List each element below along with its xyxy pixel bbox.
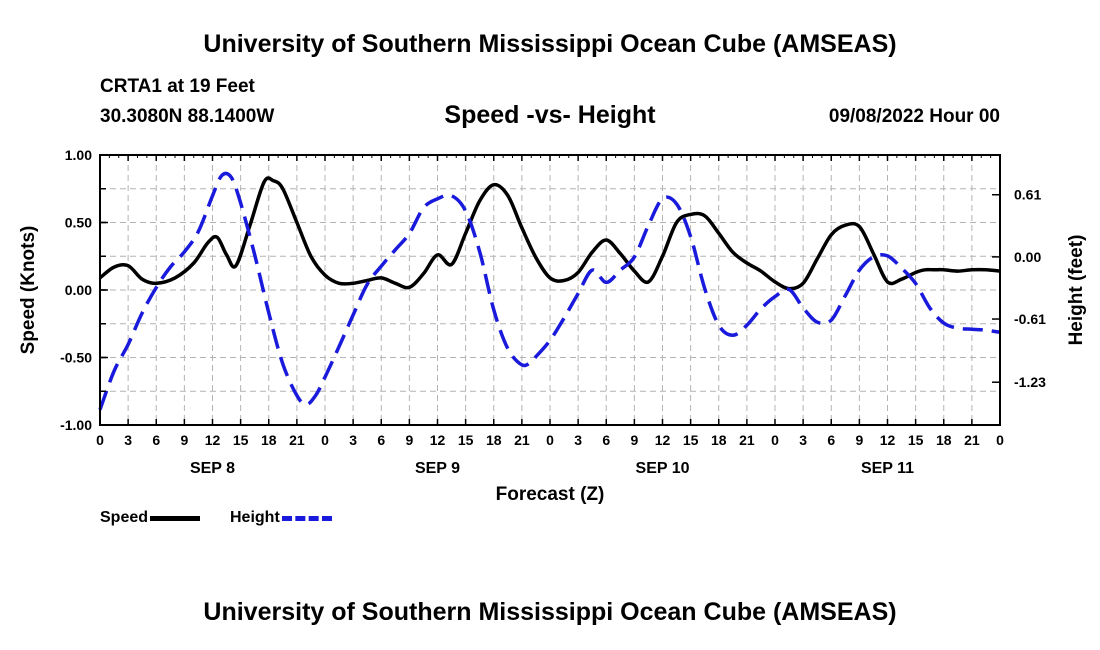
x-tick-label: 6 xyxy=(377,432,385,448)
x-tick-label: 21 xyxy=(289,432,305,448)
x-tick-label: 21 xyxy=(514,432,530,448)
x-tick-label: 9 xyxy=(630,432,638,448)
y-right-tick-label: 0.61 xyxy=(1014,187,1041,203)
legend-height-label: Height xyxy=(230,509,280,526)
x-tick-label: 6 xyxy=(152,432,160,448)
legend-height: Height xyxy=(230,509,332,527)
series-line-speed xyxy=(98,176,1001,291)
y-right-tick-label: 0.00 xyxy=(1014,249,1041,265)
y-left-axis-title: Speed (Knots) xyxy=(18,226,39,355)
series-lines xyxy=(98,171,1001,411)
forecast-datetime: 09/08/2022 Hour 00 xyxy=(828,106,1000,127)
x-tick-label: 0 xyxy=(996,432,1004,448)
x-tick-label: 3 xyxy=(799,432,807,448)
x-tick-label: 18 xyxy=(936,432,952,448)
x-tick-label: 12 xyxy=(655,432,671,448)
x-tick-label: 18 xyxy=(486,432,502,448)
x-tick-label: 6 xyxy=(827,432,835,448)
x-tick-label: 12 xyxy=(430,432,446,448)
footer-title: University of Southern Mississippi Ocean… xyxy=(203,598,897,626)
plot-frame xyxy=(99,154,1001,426)
day-label: SEP 9 xyxy=(415,460,460,477)
x-tick-label: 12 xyxy=(880,432,896,448)
x-tick-label: 9 xyxy=(855,432,863,448)
day-label: SEP 8 xyxy=(190,460,235,477)
x-tick-label: 18 xyxy=(711,432,727,448)
y-left-tick-label: -0.50 xyxy=(60,350,92,366)
x-tick-label: 3 xyxy=(349,432,357,448)
y-right-tick-label: -0.61 xyxy=(1014,311,1046,327)
grid-lines xyxy=(100,155,1000,425)
x-tick-label: 15 xyxy=(683,432,699,448)
x-tick-label: 0 xyxy=(546,432,554,448)
day-label: SEP 11 xyxy=(861,460,914,477)
station-coordinates: 30.3080N 88.1400W xyxy=(100,106,275,127)
y-right-axis-title: Height (feet) xyxy=(1066,235,1087,346)
y-left-tick-label: 0.00 xyxy=(65,282,92,298)
page-title: University of Southern Mississippi Ocean… xyxy=(203,30,897,58)
x-tick-label: 18 xyxy=(261,432,277,448)
y-left-tick-label: -1.00 xyxy=(60,417,92,433)
x-tick-label: 0 xyxy=(771,432,779,448)
x-tick-label: 15 xyxy=(908,432,924,448)
x-tick-label: 0 xyxy=(321,432,329,448)
legend-height-swatch xyxy=(281,515,332,521)
y-left-tick-label: 1.00 xyxy=(65,147,92,163)
x-axis-title: Forecast (Z) xyxy=(496,484,605,505)
station-label: CRTA1 at 19 Feet xyxy=(100,76,255,97)
x-tick-label: 15 xyxy=(233,432,249,448)
x-tick-label: 0 xyxy=(96,432,104,448)
x-tick-label: 9 xyxy=(405,432,413,448)
x-tick-label: 3 xyxy=(574,432,582,448)
x-tick-label: 21 xyxy=(964,432,980,448)
legend-speed-swatch xyxy=(150,515,201,521)
legend-speed-label: Speed xyxy=(100,509,149,526)
series-line-height xyxy=(98,171,1001,411)
x-tick-label: 15 xyxy=(458,432,474,448)
x-tick-label: 9 xyxy=(180,432,188,448)
y-right-tick-label: -1.23 xyxy=(1014,374,1046,390)
day-label: SEP 10 xyxy=(636,460,690,477)
x-tick-label: 12 xyxy=(205,432,221,448)
legend-speed: Speed xyxy=(100,509,201,527)
chart-subtitle: Speed -vs- Height xyxy=(444,101,656,129)
x-tick-label: 3 xyxy=(124,432,132,448)
y-left-tick-label: 0.50 xyxy=(65,215,92,231)
x-tick-label: 21 xyxy=(739,432,755,448)
axis-labels: 0 3 6 9 12 15 18 21 0 3 6 9 12 15 18 21 0 3 6 9 12 15 18 21 0 3 6 9… xyxy=(18,147,1087,505)
x-tick-label: 6 xyxy=(602,432,610,448)
